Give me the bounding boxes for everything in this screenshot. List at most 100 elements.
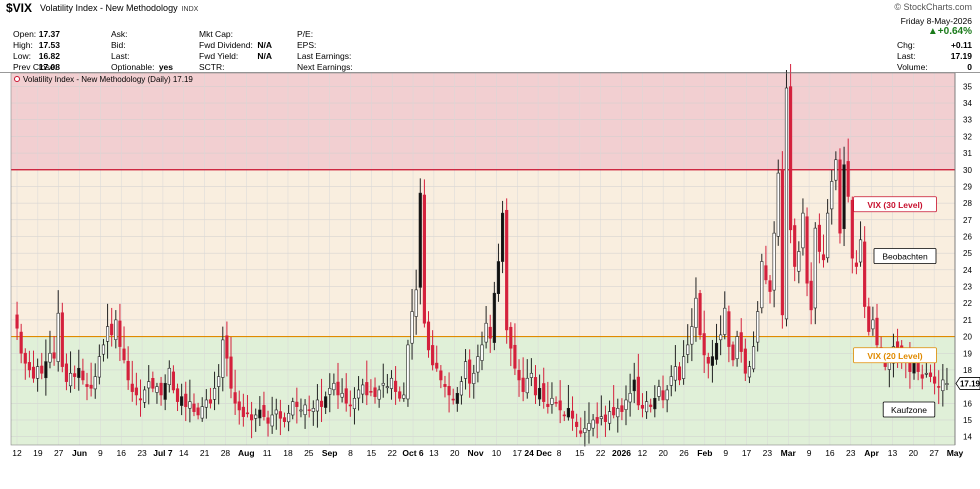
candle	[221, 339, 225, 378]
candle	[299, 409, 303, 412]
candle	[694, 297, 698, 328]
candle	[73, 373, 77, 377]
x-tick-label: 14	[179, 448, 189, 458]
candle	[270, 414, 274, 427]
candle	[739, 332, 743, 352]
candle	[500, 212, 505, 262]
y-tick-label: 18	[963, 366, 972, 375]
candle	[517, 369, 521, 381]
candle	[509, 326, 513, 349]
candle	[538, 387, 542, 400]
candle	[760, 261, 764, 309]
candle	[698, 293, 702, 336]
exchange-tag: INDX	[181, 6, 199, 13]
candle	[365, 382, 369, 396]
candle	[77, 367, 81, 378]
level-20-label-box	[853, 347, 937, 364]
level-30-label: VIX (30 Level)	[867, 200, 922, 210]
candle	[533, 377, 538, 396]
y-tick-label: 28	[963, 199, 972, 208]
candle	[31, 366, 36, 379]
x-tick-label: Aug	[238, 448, 255, 458]
x-tick-label: 23	[763, 448, 773, 458]
quote-label: Last:	[111, 51, 130, 61]
candle	[336, 381, 340, 396]
x-tick-label: 22	[596, 448, 606, 458]
candle	[60, 312, 64, 367]
candle	[858, 239, 863, 263]
candle	[871, 319, 875, 330]
candle	[303, 404, 307, 415]
candle	[632, 379, 636, 392]
candle	[525, 377, 529, 394]
quote-label: Next Earnings:	[297, 62, 353, 72]
candle	[821, 254, 826, 261]
candle	[789, 86, 793, 231]
note-kaufzone-box	[882, 401, 936, 418]
candle	[233, 392, 237, 404]
candle	[542, 383, 546, 402]
quote-label: Last Earnings:	[297, 51, 352, 61]
candle	[747, 366, 752, 378]
candle	[377, 389, 381, 400]
x-tick-label: Jul 7	[153, 448, 173, 458]
y-tick-label: 32	[963, 132, 972, 141]
plot-frame	[10, 72, 956, 446]
chart-legend: Volatility Index - New Methodology (Dail…	[23, 75, 193, 84]
x-tick-label: 13	[888, 448, 898, 458]
x-tick-label: 23	[846, 448, 856, 458]
candle	[348, 404, 352, 407]
candle	[933, 376, 937, 384]
y-tick-label: 30	[963, 166, 972, 175]
candle	[266, 417, 270, 424]
quote-label: High:	[13, 40, 33, 50]
candle	[68, 372, 73, 387]
x-tick-label: 9	[807, 448, 812, 458]
candle	[328, 387, 332, 395]
candle	[616, 408, 620, 418]
quote-label: Open:	[13, 29, 37, 39]
quote-value: +0.11	[950, 40, 972, 50]
y-tick-label: 16	[963, 399, 972, 408]
candle	[143, 389, 147, 403]
candle	[867, 306, 871, 332]
x-tick-label: Apr	[864, 448, 879, 458]
x-tick-label: 16	[116, 448, 126, 458]
candle	[426, 321, 431, 351]
x-tick-label: 17	[742, 448, 752, 458]
candle	[315, 399, 319, 412]
candle	[15, 314, 19, 329]
candle	[287, 413, 291, 423]
y-tick-label: 33	[963, 116, 972, 125]
candle	[826, 212, 830, 259]
candle	[772, 232, 776, 291]
x-tick-label: May	[947, 448, 964, 458]
candle	[723, 307, 727, 335]
candle	[23, 352, 27, 364]
y-tick-label: 29	[963, 182, 972, 191]
candle	[237, 401, 241, 411]
candle	[52, 352, 56, 359]
candle	[838, 159, 842, 234]
x-tick-label: 16	[825, 448, 835, 458]
candle	[587, 423, 591, 431]
candle	[854, 262, 858, 267]
candle	[546, 403, 550, 407]
candle	[624, 399, 628, 410]
candle	[64, 363, 69, 382]
note-beobachten: Beobachten	[882, 251, 928, 261]
candle	[262, 405, 266, 417]
candle	[682, 356, 686, 379]
candle	[27, 362, 31, 371]
candle	[332, 382, 336, 391]
candle	[114, 319, 118, 340]
candle	[764, 265, 768, 281]
candle	[513, 344, 517, 369]
candle	[126, 361, 130, 381]
candle	[661, 390, 665, 401]
candle	[356, 389, 361, 399]
x-tick-label: 18	[283, 448, 293, 458]
change-percent: ▲+0.64%	[927, 26, 972, 37]
quote-label: Fwd Yield:	[199, 51, 239, 61]
candle	[945, 383, 949, 385]
